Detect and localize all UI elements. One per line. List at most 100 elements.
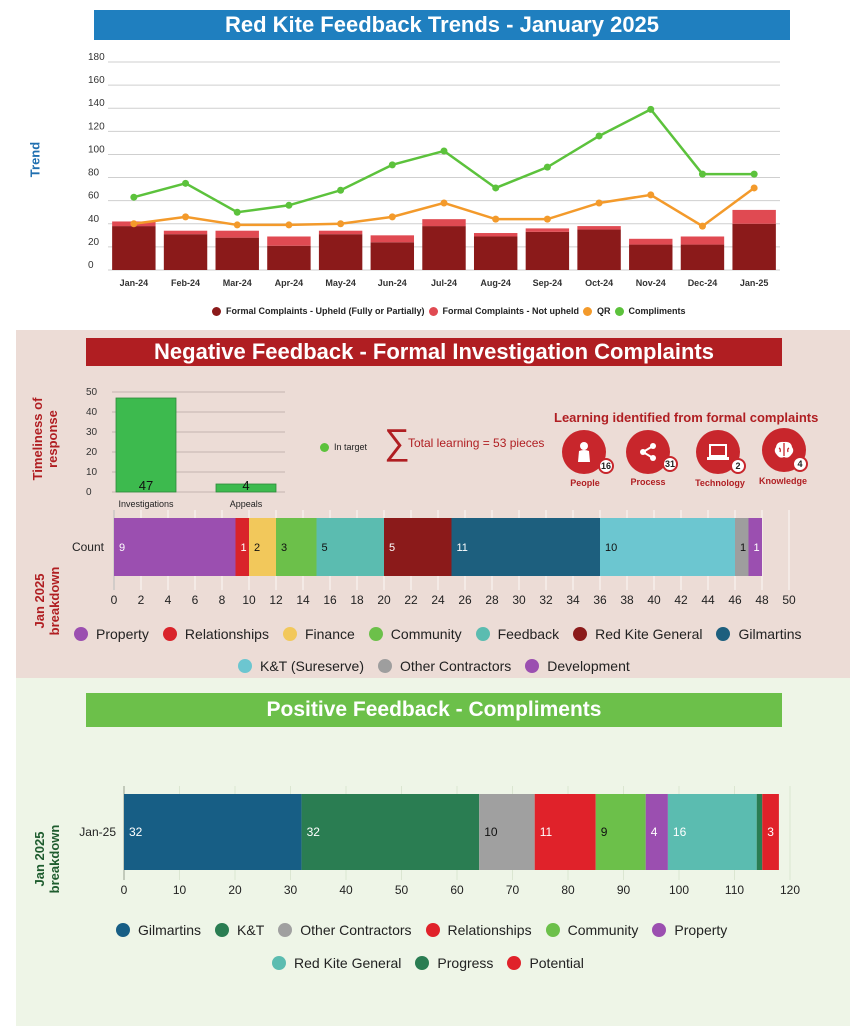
bar-not-upheld (163, 230, 208, 235)
segment-value: 3 (767, 825, 774, 839)
neg-svg-xtick: 32 (539, 593, 553, 607)
neg-svg-xtick: 16 (323, 593, 337, 607)
neg-svg-xtick: 24 (431, 593, 445, 607)
positive-legend-potential: Potential (507, 955, 584, 971)
trend-xtick: Jan-25 (740, 278, 769, 288)
neg-svg-xtick: 6 (192, 593, 199, 607)
brain-icon (774, 441, 794, 458)
segment-property (114, 518, 236, 576)
legend-compliments-label: Compliments (628, 306, 686, 316)
segment-value: 10 (484, 825, 498, 839)
legend-qr-swatch (583, 306, 593, 316)
neg-svg-xtick: 8 (219, 593, 226, 607)
segment-relationships (235, 518, 249, 576)
bar-not-upheld (525, 228, 570, 232)
point-compliments (285, 201, 293, 209)
neg-svg-xtick: 26 (458, 593, 472, 607)
point-compliments (647, 105, 655, 113)
segment-value: 11 (540, 825, 553, 839)
segment-value: 9 (601, 825, 608, 839)
segment-value: 11 (457, 542, 468, 554)
positive-title: Positive Feedback - Compliments (86, 693, 782, 727)
positive-legend-row-1: Gilmartins K&T Other Contractors Relationsh… (116, 922, 741, 938)
negative-legend-feedback: Feedback (475, 626, 560, 642)
bar-not-upheld (680, 236, 725, 245)
timeliness-category: Investigations (118, 499, 174, 509)
trend-ytick: 120 (88, 121, 105, 132)
point-compliments (750, 170, 758, 178)
legend-label: Potential (529, 955, 584, 971)
learning-people-count: 16 (598, 458, 614, 474)
segment-potential (762, 794, 779, 870)
trend-ytick: 20 (88, 237, 100, 248)
neg-svg-xtick: 44 (701, 593, 715, 607)
neg-svg-xtick: 28 (485, 593, 499, 607)
bar-not-upheld (577, 226, 621, 230)
legend-label: Property (674, 922, 728, 938)
point-compliments (130, 193, 138, 201)
total-learning: Total learning = 53 pieces (408, 436, 545, 450)
legend-swatch (475, 627, 490, 641)
point-qr (492, 215, 500, 223)
positive-breakdown-chart: 0 10 20 30 40 50 60 70 80 90 100 110 120 Jan-25 32 32 10… (79, 786, 800, 897)
trend-ytick: 160 (88, 75, 105, 86)
negative-panel (16, 330, 850, 678)
segment-value: 10 (605, 542, 617, 554)
negative-legend-finance: Finance (282, 626, 355, 642)
pos-svg-xtick: 90 (617, 883, 631, 897)
positive-legend-progress: Progress (415, 955, 493, 971)
segment-value: 1 (241, 542, 247, 554)
bar-not-upheld (473, 233, 518, 237)
trend-xtick: Jul-24 (431, 278, 457, 288)
learning-knowledge-label: Knowledge (758, 476, 807, 486)
timeliness-ytick: 40 (86, 407, 98, 418)
share-icon (640, 443, 656, 461)
trend-xtick: Feb-24 (171, 278, 200, 288)
trend-xtick: Jun-24 (378, 278, 407, 288)
neg-svg-xtick: 38 (620, 593, 634, 607)
bar-not-upheld (267, 236, 311, 246)
legend-swatch (215, 923, 230, 937)
segment-other-contractors (735, 518, 749, 576)
neg-svg-xtick: 0 (111, 593, 118, 607)
negative-legend-row-1: Property Relationships Finance Community Fee… (74, 626, 816, 642)
point-qr (440, 199, 448, 207)
negative-breakdown-chart: 0 2 4 6 8 10 12 14 16 18 20 22 24 26 28 30 32 34 36 38 40 42 4… (72, 510, 796, 607)
trend-ytick: 40 (88, 214, 100, 225)
point-qr (595, 199, 603, 207)
legend-label: Property (96, 626, 149, 642)
bar-not-upheld (629, 238, 673, 245)
legend-swatch (545, 923, 560, 937)
in-target-swatch (320, 442, 329, 452)
negative-legend-community: Community (368, 626, 462, 642)
segment-gilmartins (451, 518, 600, 576)
point-qr (543, 215, 551, 223)
legend-label: Gilmartins (738, 626, 802, 642)
point-qr (182, 213, 190, 221)
legend-qr: QR (583, 306, 611, 316)
legend-label: Other Contractors (400, 658, 512, 674)
segment-k-t (301, 794, 480, 870)
legend-upheld-swatch (212, 306, 221, 316)
negative-legend-relationships: Relationships (162, 626, 269, 642)
neg-svg-category: Count (72, 540, 105, 554)
trend-xtick: Dec-24 (688, 278, 718, 288)
learning-technology-count: 2 (730, 458, 746, 474)
legend-label: Red Kite General (294, 955, 402, 971)
legend-label: Feedback (497, 626, 560, 642)
laptop-icon (707, 444, 729, 460)
bar-upheld (163, 234, 208, 270)
timeliness-value: 4 (242, 478, 249, 493)
bar-not-upheld (215, 230, 259, 238)
positive-legend-relationships: Relationships (425, 922, 532, 938)
point-qr (233, 221, 241, 229)
timeliness-ytick: 20 (86, 447, 98, 458)
trend-ytick: 0 (88, 260, 94, 271)
bar-not-upheld (318, 230, 363, 235)
positive-legend-gilmartins: Gilmartins (116, 922, 201, 938)
legend-label: K&T (Sureserve) (260, 658, 364, 674)
trend-ytick: 80 (88, 168, 100, 179)
legend-swatch (415, 956, 430, 970)
bar-upheld (370, 242, 415, 270)
pos-svg-xtick: 60 (450, 883, 464, 897)
